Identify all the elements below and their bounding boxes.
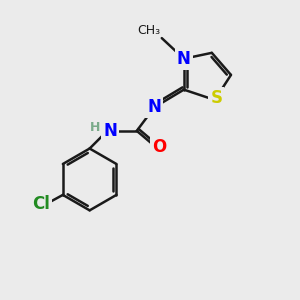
Text: Cl: Cl	[32, 195, 50, 213]
Text: O: O	[152, 138, 166, 156]
Text: N: N	[177, 50, 191, 68]
Text: S: S	[210, 89, 222, 107]
Text: N: N	[103, 122, 117, 140]
Text: N: N	[148, 98, 161, 116]
Text: CH₃: CH₃	[137, 24, 160, 37]
Text: H: H	[90, 121, 101, 134]
